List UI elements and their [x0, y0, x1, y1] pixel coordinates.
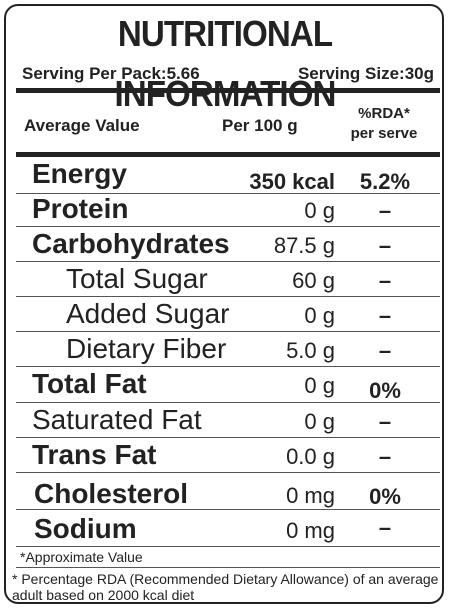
nutrient-value: 0 mg: [286, 483, 335, 508]
nutrient-row-total-sugar: Total Sugar 60 g –: [0, 262, 450, 297]
page-title: NUTRITIONAL INFORMATION: [114, 13, 336, 114]
nutrient-name: Total Sugar: [66, 263, 208, 294]
header-rda: %RDA* per serve: [338, 104, 430, 144]
nutrient-value: 350 kcal: [249, 169, 335, 194]
header-rda-line2: per serve: [350, 125, 418, 142]
nutrient-rda: –: [378, 198, 392, 223]
nutrient-row-total-fat: Total Fat 0 g 0%: [0, 367, 450, 403]
nutrient-row-saturated-fat: Saturated Fat 0 g –: [0, 403, 450, 438]
nutrient-name: Sodium: [34, 513, 137, 544]
nutrient-rda: 0%: [369, 378, 401, 403]
divider: [16, 296, 440, 297]
nutrient-value: 0 g: [304, 409, 335, 434]
nutrient-row-carbohydrates: Carbohydrates 87.5 g –: [0, 227, 450, 262]
serving-size: Serving Size:30g: [297, 64, 434, 83]
header-average-value: Average Value: [24, 116, 140, 135]
divider: [16, 226, 440, 227]
nutrient-rda: 5.2%: [359, 169, 411, 194]
nutrient-rda: –: [378, 303, 392, 328]
divider: [16, 509, 440, 510]
nutrient-name: Total Fat: [32, 368, 147, 399]
nutrient-rda: –: [378, 444, 392, 469]
nutrient-rda: 0%: [369, 484, 401, 509]
nutrient-row-energy: Energy 350 kcal 5.2%: [0, 157, 450, 194]
nutrient-name: Dietary Fiber: [66, 333, 227, 364]
nutrient-name: Energy: [32, 158, 127, 189]
nutrient-value: 0 g: [304, 303, 335, 328]
nutrient-row-sodium: Sodium 0 mg –: [0, 512, 450, 547]
nutrient-row-added-sugar: Added Sugar 0 g –: [0, 297, 450, 332]
nutrient-rda: –: [378, 515, 392, 540]
nutrient-value: 0 g: [304, 198, 335, 223]
divider: [16, 546, 440, 547]
nutrient-row-trans-fat: Trans Fat 0.0 g –: [0, 438, 450, 473]
divider: [16, 567, 440, 568]
rda-footnote: * Percentage RDA (Recommended Dietary Al…: [12, 571, 439, 603]
nutrient-rda: –: [378, 338, 392, 363]
nutrient-name: Carbohydrates: [32, 228, 230, 259]
nutrient-rda: –: [378, 268, 392, 293]
divider: [16, 193, 440, 194]
divider: [16, 366, 440, 367]
divider: [16, 472, 440, 473]
header-rda-line1: %RDA*: [358, 105, 410, 122]
nutrition-panel: [4, 4, 444, 604]
divider: [16, 437, 440, 438]
nutrient-name: Saturated Fat: [32, 404, 202, 435]
divider-thick-header: [16, 152, 440, 157]
nutrient-value: 5.0 g: [286, 338, 335, 363]
nutrient-rda: –: [378, 233, 392, 258]
nutrient-value: 60 g: [292, 268, 335, 293]
nutrient-value: 87.5 g: [273, 233, 335, 258]
nutrient-value: 0 g: [304, 373, 335, 398]
nutrient-value: 0 mg: [286, 518, 335, 543]
nutrient-row-protein: Protein 0 g –: [0, 192, 450, 227]
nutrient-name: Protein: [32, 193, 129, 224]
nutrient-row-dietary-fiber: Dietary Fiber 5.0 g –: [0, 332, 450, 367]
approximate-value-note: *Approximate Value: [20, 549, 143, 565]
divider-thick-top: [16, 88, 440, 93]
nutrient-name: Trans Fat: [32, 439, 157, 470]
nutrient-name: Added Sugar: [66, 298, 230, 329]
nutrient-value: 0.0 g: [286, 444, 335, 469]
nutrient-name: Cholesterol: [34, 478, 189, 509]
header-per-100g: Per 100 g: [222, 116, 298, 135]
nutrient-row-cholesterol: Cholesterol 0 mg 0%: [0, 477, 450, 512]
servings-per-pack: Serving Per Pack:5.66: [22, 64, 200, 83]
divider: [16, 261, 440, 262]
divider: [16, 402, 440, 403]
divider: [16, 331, 440, 332]
nutrient-rda: –: [378, 409, 392, 434]
